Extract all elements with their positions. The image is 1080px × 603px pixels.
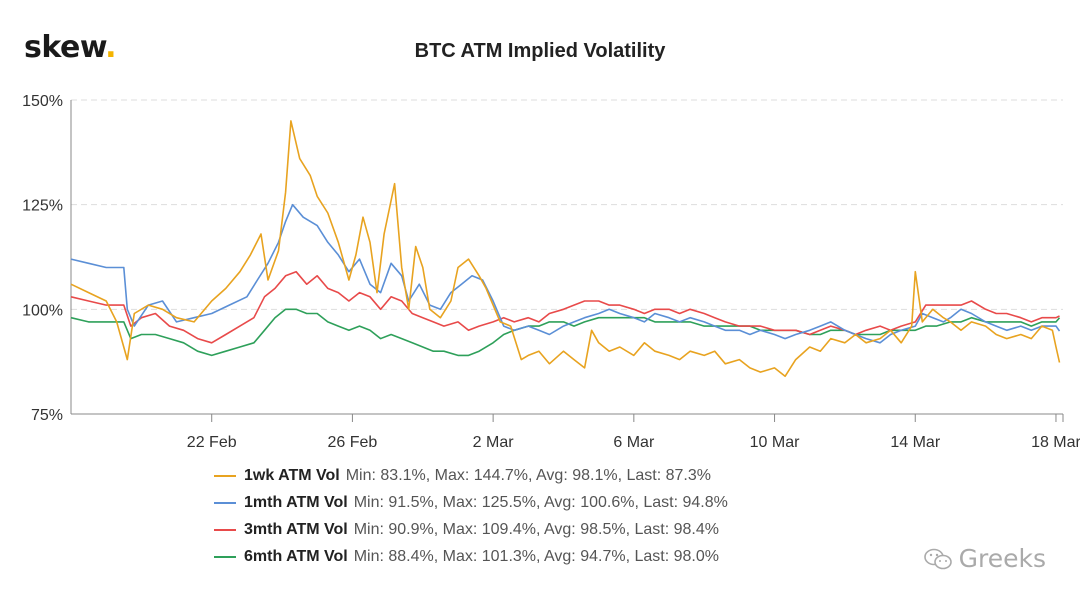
legend-series-name: 3mth ATM Vol <box>244 521 348 538</box>
skew-logo: skew. <box>24 30 117 65</box>
x-tick-label: 26 Feb <box>328 434 378 451</box>
legend-item[interactable]: 6mth ATM Vol Min: 88.4%, Max: 101.3%, Av… <box>214 543 728 570</box>
chart-legend: 1wk ATM Vol Min: 83.1%, Max: 144.7%, Avg… <box>214 462 728 570</box>
x-tick-label: 10 Mar <box>750 434 800 451</box>
watermark-text: Greeks <box>958 544 1046 573</box>
legend-series-stats: Min: 90.9%, Max: 109.4%, Avg: 98.5%, Las… <box>353 521 719 538</box>
legend-series-name: 1mth ATM Vol <box>244 494 348 511</box>
legend-swatch <box>214 555 236 558</box>
legend-item[interactable]: 3mth ATM Vol Min: 90.9%, Max: 109.4%, Av… <box>214 516 728 543</box>
legend-swatch <box>214 501 236 504</box>
series-line-1wk-atm-vol <box>70 120 1061 378</box>
legend-item[interactable]: 1mth ATM Vol Min: 91.5%, Max: 125.5%, Av… <box>214 489 728 516</box>
x-tick-label: 14 Mar <box>890 434 940 451</box>
series-line-3mth-atm-vol <box>70 270 1060 344</box>
y-tick-label: 125% <box>22 198 63 215</box>
y-tick-label: 75% <box>31 407 63 424</box>
legend-series-stats: Min: 88.4%, Max: 101.3%, Avg: 94.7%, Las… <box>353 548 719 565</box>
legend-series-name: 6mth ATM Vol <box>244 548 348 565</box>
legend-series-stats: Min: 91.5%, Max: 125.5%, Avg: 100.6%, La… <box>353 494 728 511</box>
legend-swatch <box>214 528 236 531</box>
series-line-6mth-atm-vol <box>70 308 1061 357</box>
legend-item[interactable]: 1wk ATM Vol Min: 83.1%, Max: 144.7%, Avg… <box>214 462 728 489</box>
legend-series-stats: Min: 83.1%, Max: 144.7%, Avg: 98.1%, Las… <box>345 467 711 484</box>
watermark: Greeks <box>923 544 1046 573</box>
y-tick-label: 150% <box>22 93 63 110</box>
legend-swatch <box>214 474 236 477</box>
x-tick-label: 2 Mar <box>473 434 515 451</box>
wechat-icon <box>923 548 952 569</box>
y-tick-label: 100% <box>22 302 63 319</box>
chart-title: BTC ATM Implied Volatility <box>414 40 666 62</box>
x-tick-label: 6 Mar <box>613 434 655 451</box>
legend-series-name: 1wk ATM Vol <box>244 467 340 484</box>
x-tick-label: 18 Mar <box>1031 434 1080 451</box>
x-tick-label: 22 Feb <box>187 434 237 451</box>
